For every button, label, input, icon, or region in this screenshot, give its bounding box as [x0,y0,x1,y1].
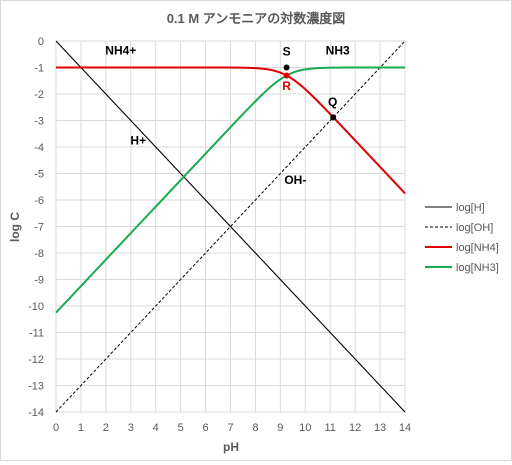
y-tick-label: -1 [34,63,44,75]
x-tick-label: 12 [349,422,361,434]
label-h-plus: H+ [130,133,146,147]
y-tick-label: -4 [34,142,44,154]
legend-item-log-oh: log[OH] [425,222,493,234]
y-tick-label: -10 [28,301,44,313]
legend-label: log[OH] [456,222,493,234]
label-oh-minus: OH- [284,173,306,187]
label-q: Q [328,95,337,109]
y-tick-label: 0 [38,36,44,48]
y-tick-label: -2 [34,89,44,101]
legend-label: log[H] [456,202,485,214]
x-tick-label: 11 [325,422,336,434]
x-tick-label: 4 [153,422,159,434]
point-s [283,64,290,71]
x-tick-label: 10 [299,422,311,434]
point-q [330,114,337,121]
x-axis-title: pH [223,440,239,454]
log-nh3-line [55,66,405,314]
x-tick-label: 1 [78,422,84,434]
x-tick-label: 9 [277,422,283,434]
x-tick-label: 3 [128,422,134,434]
label-s: S [283,45,291,59]
y-tick-label: -12 [28,354,44,366]
legend-item-log-nh4: log[NH4] [425,242,499,254]
y-tick-label: -7 [34,222,44,234]
y-tick-label: -3 [34,116,44,128]
y-tick-label: -5 [34,169,44,181]
annotations: NH4+ NH3 H+ OH- S R Q [105,43,350,187]
log-nh4-line [56,66,406,195]
x-tick-label: 7 [227,422,233,434]
label-nh4: NH4+ [105,43,136,57]
x-tick-label: 6 [203,422,209,434]
point-r [283,72,290,79]
label-nh3: NH3 [326,43,350,57]
x-tick-label: 2 [103,422,109,434]
y-tick-label: -9 [34,275,44,287]
grid [55,40,406,413]
label-r: R [282,79,291,93]
legend-item-log-h: log[H] [425,202,485,214]
legend-label: log[NH4] [456,242,499,254]
legend-item-log-nh3: log[NH3] [425,262,499,274]
x-tick-label: 8 [252,422,258,434]
chart-title: 0.1 M アンモニアの対数濃度図 [167,11,346,26]
y-tick-label: -14 [28,407,44,419]
y-tick-label: -11 [29,328,44,340]
x-tick-label: 0 [53,422,59,434]
x-tick-label: 13 [374,422,386,434]
tick-labels: 0 1 2 3 4 5 6 7 8 9 10 11 12 13 140-1-2-3-4-5-6-7-8-9-… [28,36,411,434]
legend: log[H] log[OH] log[NH4] log[NH3] [425,202,499,274]
x-tick-label: 5 [178,422,184,434]
y-axis-title: log C [8,212,22,242]
series-lines [55,40,406,413]
y-tick-label: -13 [28,381,44,393]
legend-label: log[NH3] [456,262,499,274]
y-tick-label: -6 [34,195,44,207]
y-tick-label: -8 [34,248,44,260]
log-h-line [55,40,406,413]
x-tick-label: 14 [399,422,411,434]
